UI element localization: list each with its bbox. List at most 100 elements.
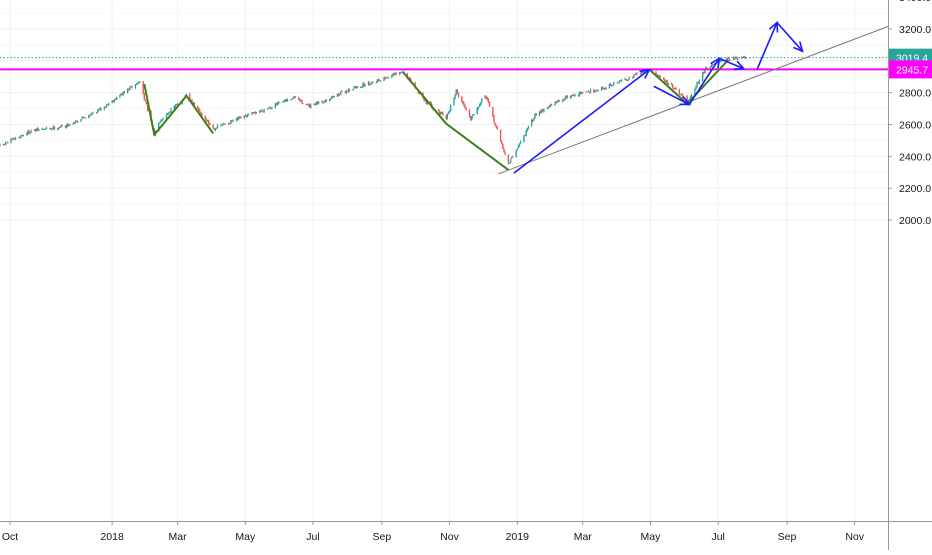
candle-body <box>585 91 587 93</box>
candle-body <box>464 105 466 109</box>
candle-body <box>487 99 490 103</box>
candle-body <box>703 72 705 74</box>
resistance-price-label: 2945.7 <box>896 64 928 76</box>
candle-body <box>564 97 566 100</box>
candle-body <box>75 120 78 123</box>
projection-arrow-up[interactable] <box>513 68 650 174</box>
candle-body <box>398 72 401 75</box>
candle-body <box>294 96 296 98</box>
zigzag-pattern-line[interactable] <box>648 59 729 105</box>
candle-body <box>426 101 429 104</box>
candle-body <box>671 84 674 88</box>
candle-body <box>380 80 382 82</box>
candle-body <box>28 130 30 134</box>
candle-body <box>573 95 575 96</box>
candle-body <box>330 98 332 100</box>
candle-body <box>82 116 84 118</box>
candle-body <box>695 86 697 90</box>
candle-body <box>262 110 264 112</box>
trend-line[interactable] <box>498 26 889 175</box>
candle-body <box>391 75 393 78</box>
candle-body <box>507 155 510 164</box>
candle-body <box>253 112 255 113</box>
candle-body <box>370 84 372 85</box>
candle-body <box>159 121 161 124</box>
candle-body <box>35 128 38 132</box>
candle-body <box>367 81 370 85</box>
candle-body <box>18 137 20 138</box>
candle-body <box>686 95 688 101</box>
candle-body <box>740 57 743 59</box>
candle-body <box>360 87 362 88</box>
candle-body <box>711 64 714 66</box>
candle-body <box>616 82 618 84</box>
candle-body <box>38 129 40 131</box>
candle-body <box>223 123 225 125</box>
candle-body <box>105 103 108 107</box>
candle-body <box>286 99 289 102</box>
candle-body <box>582 91 584 93</box>
candle-body <box>143 93 145 100</box>
candle-body <box>222 123 224 126</box>
projection-arrowhead <box>639 68 651 79</box>
candle-body <box>340 91 342 95</box>
candle-body <box>484 95 486 99</box>
candle-body <box>113 99 116 103</box>
candle-body <box>111 100 113 103</box>
candle-body <box>395 73 397 75</box>
candle-body <box>518 143 521 146</box>
projection-arrow-up[interactable] <box>756 22 778 70</box>
candle-body <box>244 115 247 117</box>
candle-body <box>600 87 603 91</box>
candle-body <box>737 59 739 60</box>
x-tick-label: Nov <box>440 531 459 543</box>
candle-body <box>331 96 333 98</box>
candle-body <box>51 128 53 130</box>
candle-body <box>558 100 561 102</box>
candle-body <box>516 149 518 151</box>
candle-body <box>196 106 199 109</box>
candle-body <box>503 148 505 152</box>
candle-body <box>106 104 109 106</box>
candle-body <box>673 88 675 90</box>
zigzag-pattern-line[interactable] <box>143 83 214 136</box>
candle-body <box>734 57 736 59</box>
candle-body <box>596 90 598 92</box>
candle-body <box>362 83 364 88</box>
candle-body <box>477 106 480 109</box>
candle-body <box>283 100 285 102</box>
candle-body <box>227 123 230 125</box>
candle-body <box>108 103 110 105</box>
x-tick-label: May <box>235 531 256 543</box>
candle-body <box>618 80 621 83</box>
projection-arrow-down[interactable] <box>776 21 804 52</box>
candle-body <box>479 102 482 105</box>
candle-body <box>11 138 13 140</box>
candle-body <box>517 145 520 149</box>
candle-body <box>323 101 325 103</box>
y-tick-label: 2200.0 <box>899 183 931 195</box>
projection-arrow-down[interactable] <box>653 85 690 106</box>
candle-body <box>34 129 37 131</box>
resistance-price-badge[interactable] <box>889 60 932 79</box>
y-tick-label: 2800.0 <box>899 88 931 100</box>
candle-body <box>158 122 160 132</box>
candle-body <box>644 70 646 74</box>
zigzag-pattern-line[interactable] <box>402 71 509 171</box>
candle-body <box>540 109 543 113</box>
y-tick-label: 2400.0 <box>899 151 931 163</box>
projection-arrow-down[interactable] <box>718 57 745 70</box>
candle-body <box>663 77 665 80</box>
candle-body <box>675 88 677 90</box>
candle-body <box>91 112 93 114</box>
candle-body <box>453 98 455 106</box>
candle-body <box>375 82 377 84</box>
candle-body <box>549 104 552 107</box>
candle-body <box>710 64 713 68</box>
candle-body <box>89 115 91 117</box>
candle-body <box>209 123 211 125</box>
projection-arrow-up[interactable] <box>688 57 720 106</box>
candle-body <box>377 79 380 81</box>
